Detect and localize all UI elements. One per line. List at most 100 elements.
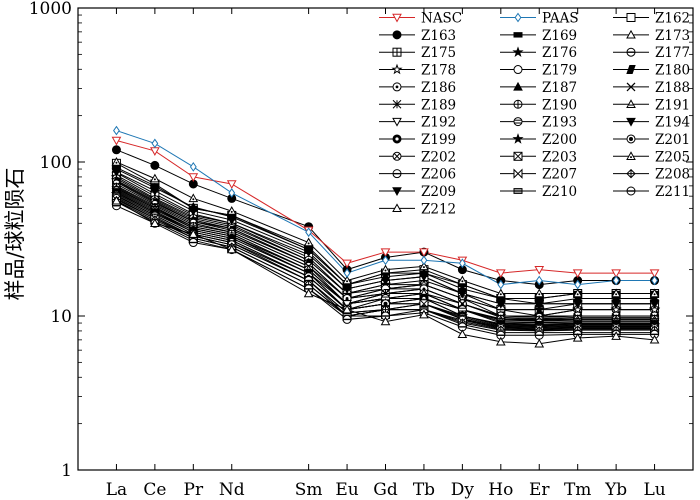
series-line-z163 xyxy=(116,149,655,286)
legend-label-z163: Z163 xyxy=(421,28,456,44)
x-tick-label: Ho xyxy=(488,480,513,500)
legend-label-z191: Z191 xyxy=(655,97,690,113)
legend-marker-z190 xyxy=(513,99,523,109)
legend-label-z199: Z199 xyxy=(421,132,456,148)
data-point-z205 xyxy=(419,261,429,271)
legend-label-z178: Z178 xyxy=(421,63,456,79)
x-tick-label: Nd xyxy=(219,480,245,500)
legend-marker-z175 xyxy=(392,47,402,57)
data-point-nasc xyxy=(226,180,237,190)
data-point-z212 xyxy=(457,329,468,339)
data-point-z209 xyxy=(611,300,621,309)
data-point-z209 xyxy=(572,300,583,309)
data-point-z178 xyxy=(610,303,622,315)
data-point-paas xyxy=(574,279,582,290)
x-tick-label: Lu xyxy=(643,480,665,500)
legend-label-z200: Z200 xyxy=(542,132,577,148)
x-tick-label: La xyxy=(106,480,127,500)
legend-label-z192: Z192 xyxy=(421,115,456,131)
data-point-nasc xyxy=(572,269,583,279)
data-point-z205 xyxy=(188,193,199,203)
data-point-paas xyxy=(113,125,120,136)
legend-label-z187: Z187 xyxy=(542,80,577,96)
data-point-paas xyxy=(651,275,658,286)
data-point-z209 xyxy=(419,272,429,282)
legend-marker-z179 xyxy=(513,65,523,75)
data-point-z211 xyxy=(650,329,660,339)
legend-marker-z206 xyxy=(392,169,402,179)
legend-label-z207: Z207 xyxy=(542,167,577,183)
legend-marker-z186 xyxy=(392,82,402,92)
x-tick-label: Dy xyxy=(451,480,475,500)
series-line-z210 xyxy=(116,201,655,334)
data-point-z212 xyxy=(150,218,160,227)
legend-label-z210: Z210 xyxy=(542,184,577,200)
legend-marker-z208 xyxy=(626,168,636,179)
legend-marker-z177 xyxy=(626,47,636,57)
legend-label-z175: Z175 xyxy=(421,45,456,61)
legend-label-z188: Z188 xyxy=(655,80,690,96)
data-point-z205 xyxy=(457,275,468,285)
data-point-z211 xyxy=(457,322,467,332)
data-point-nasc xyxy=(111,136,122,146)
legend-label-z206: Z206 xyxy=(421,167,456,183)
series-line-z187 xyxy=(116,168,655,305)
legend-marker-z205 xyxy=(626,151,636,160)
legend-label-z162: Z162 xyxy=(655,11,690,27)
y-tick-label: 1000 xyxy=(29,0,72,19)
legend-marker-z210 xyxy=(513,188,523,194)
data-point-z212 xyxy=(226,244,237,254)
legend-marker-paas xyxy=(514,12,522,23)
legend-label-z169: Z169 xyxy=(542,28,577,44)
legend-marker-z173 xyxy=(626,29,636,39)
legend-marker-z194 xyxy=(626,117,636,127)
legend-marker-z176 xyxy=(512,46,524,57)
data-point-z205 xyxy=(380,264,391,274)
data-point-z211 xyxy=(188,238,198,248)
data-point-z163 xyxy=(150,160,160,170)
legend-label-z186: Z186 xyxy=(421,80,456,96)
data-point-paas xyxy=(497,279,505,290)
legend-marker-z162 xyxy=(626,13,636,22)
data-point-paas xyxy=(535,275,543,286)
x-tick-label: Sm xyxy=(295,480,323,500)
series-line-z178 xyxy=(116,179,655,317)
data-point-z209 xyxy=(303,248,314,258)
data-point-z205 xyxy=(611,288,621,298)
series-line-z208 xyxy=(116,200,655,332)
data-point-z205 xyxy=(303,237,314,247)
data-point-z209 xyxy=(150,187,160,196)
data-point-nasc xyxy=(534,265,545,275)
data-point-z209 xyxy=(226,216,237,226)
legend: NASC PAAS Z162 Z163 Z169 Z173 Z175 Z176 Z177 Z178… xyxy=(379,11,690,217)
data-point-z209 xyxy=(495,300,506,309)
legend-label-z209: Z209 xyxy=(421,184,456,200)
legend-label-z203: Z203 xyxy=(542,149,577,165)
data-point-z178 xyxy=(648,303,661,315)
data-point-z205 xyxy=(342,275,352,285)
legend-marker-z209 xyxy=(392,187,402,197)
x-tick-label: Pr xyxy=(184,480,204,500)
legend-marker-z202 xyxy=(392,151,402,161)
data-point-z209 xyxy=(380,276,391,286)
data-point-nasc xyxy=(342,259,352,269)
data-point-z205 xyxy=(572,288,583,298)
data-point-z209 xyxy=(534,300,545,309)
legend-marker-z189 xyxy=(392,99,402,109)
y-tick-label: 10 xyxy=(50,307,72,327)
legend-label-z190: Z190 xyxy=(542,97,577,113)
legend-label-z179: Z179 xyxy=(542,63,577,79)
data-point-z209 xyxy=(111,168,122,178)
series-line-nasc xyxy=(116,139,655,274)
data-point-z205 xyxy=(150,173,160,183)
legend-label-z202: Z202 xyxy=(421,149,456,165)
series-line-z209 xyxy=(116,171,655,305)
legend-marker-z211 xyxy=(626,186,636,196)
data-point-nasc xyxy=(188,173,199,182)
data-point-nasc xyxy=(380,248,391,258)
series-line-z212 xyxy=(116,200,655,345)
x-tick-label: Ce xyxy=(143,480,166,500)
legend-label-z177: Z177 xyxy=(655,45,690,61)
legend-label-z201: Z201 xyxy=(655,132,690,148)
